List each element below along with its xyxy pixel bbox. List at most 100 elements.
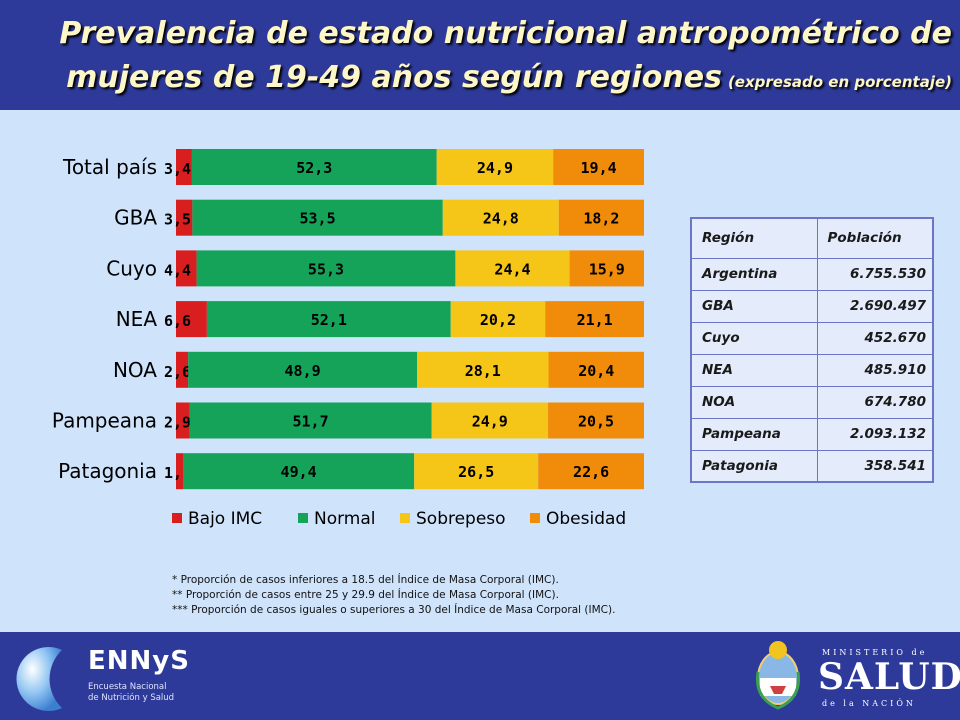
data-label: 3,5 — [164, 211, 191, 229]
data-label: 24,4 — [494, 260, 530, 278]
data-label: 52,1 — [311, 311, 347, 329]
table-cell-population: 485.910 — [816, 353, 934, 387]
title-line-1: Prevalencia de estado nutricional antrop… — [59, 16, 952, 51]
header-band — [0, 0, 960, 110]
legend-label: Normal — [314, 509, 376, 529]
bar-segment — [545, 301, 644, 338]
ministry-salud-text: SALUD — [818, 656, 960, 698]
data-label: 53,5 — [300, 210, 336, 228]
table-cell-population: 358.541 — [816, 449, 934, 483]
bar-segment — [442, 199, 559, 236]
data-label: 21,1 — [577, 311, 613, 329]
data-label: 55,3 — [308, 260, 344, 278]
data-label: 24,9 — [472, 413, 508, 431]
data-label: 28,1 — [465, 362, 501, 380]
table-header-row: Región Población — [690, 217, 934, 259]
bar-segment — [414, 453, 539, 490]
table-body: Argentina 6.755.530 GBA 2.690.497 Cuyo 452.67… — [690, 257, 934, 483]
category-label: NOA — [113, 358, 157, 382]
legend-label: Bajo IMC — [188, 509, 262, 529]
category-label: GBA — [114, 206, 157, 230]
bar-segment — [196, 250, 456, 287]
table-cell-region: Pampeana — [690, 417, 818, 451]
table-cell-population: 2.093.132 — [816, 417, 934, 451]
table-row: Patagonia 358.541 — [690, 449, 934, 483]
table-cell-population: 2.690.497 — [816, 289, 934, 323]
table-row: NOA 674.780 — [690, 385, 934, 419]
legend-swatch — [530, 513, 540, 523]
category-label: NEA — [116, 307, 158, 331]
data-label: 18,2 — [583, 210, 619, 228]
bar-segment — [188, 351, 418, 388]
category-label: Total país — [62, 155, 157, 179]
table-cell-region: Patagonia — [690, 449, 818, 483]
bar-segment — [206, 301, 451, 338]
data-label: 24,8 — [483, 210, 519, 228]
slide-title: Prevalencia de estado nutricional antrop… — [2, 12, 952, 104]
data-label: 22,6 — [573, 463, 609, 481]
bar-segment — [553, 149, 644, 185]
data-label: 49,4 — [281, 463, 317, 481]
footnotes: * Proporción de casos inferiores a 18.5 … — [172, 573, 792, 618]
footer-band — [0, 632, 960, 720]
table-cell-region: GBA — [690, 289, 818, 323]
table-cell-population: 452.670 — [816, 321, 934, 355]
bar-segment — [417, 351, 549, 388]
bar-segment — [538, 453, 644, 490]
ennys-logo-icon — [16, 647, 62, 711]
data-label: 20,4 — [578, 362, 614, 380]
bar-segment — [431, 402, 549, 439]
data-label: 2,6 — [164, 363, 191, 381]
argentina-seal-icon — [755, 641, 801, 710]
data-label: 24,9 — [477, 159, 513, 177]
legend-label: Obesidad — [546, 509, 626, 529]
ennys-title: ENNyS — [88, 646, 190, 676]
table-cell-region: Argentina — [690, 257, 818, 291]
title-line-2-text: mujeres de 19-49 años según regiones — [66, 60, 722, 95]
ministry-top-text: MINISTERIO de — [822, 648, 928, 657]
table-cell-region: NEA — [690, 353, 818, 387]
ennys-subtitle-line-1: Encuesta Nacional — [88, 682, 167, 692]
data-label: 3,4 — [164, 160, 191, 178]
data-label: 2,9 — [164, 414, 191, 432]
stacked-bar-chart: Total país 3,4 52,3 24,9 19,4 GBA 3,5 53,5 24,8 1… — [52, 149, 644, 529]
table-row: NEA 485.910 — [690, 353, 934, 387]
data-label: 51,7 — [292, 413, 328, 431]
bar-segment — [569, 250, 644, 287]
bar-segment — [176, 351, 189, 388]
ministry-bottom-text: de la NACIÓN — [822, 699, 916, 708]
data-label: 26,5 — [458, 463, 494, 481]
bar-segment — [548, 402, 644, 439]
bar-segment — [176, 149, 192, 185]
table-row: Argentina 6.755.530 — [690, 257, 934, 291]
data-label: 52,3 — [296, 159, 332, 177]
bar-segment — [183, 453, 415, 490]
legend-label: Sobrepeso — [416, 509, 506, 529]
ennys-subtitle-line-2: de Nutrición y Salud — [88, 693, 175, 703]
table-cell-region: Cuyo — [690, 321, 818, 355]
data-label: 20,2 — [480, 311, 516, 329]
legend-swatch — [172, 513, 182, 523]
table-row: Pampeana 2.093.132 — [690, 417, 934, 451]
category-label: Patagonia — [58, 459, 157, 483]
bar-segment — [176, 199, 193, 236]
title-suffix: (expresado en porcentaje) — [727, 73, 952, 91]
table-cell-population: 674.780 — [816, 385, 934, 419]
bar-segment — [189, 402, 432, 439]
data-label: 48,9 — [285, 362, 321, 380]
bar-segment — [455, 250, 570, 287]
bar-segment — [176, 250, 197, 287]
legend-swatch — [298, 513, 308, 523]
table-row: GBA 2.690.497 — [690, 289, 934, 323]
legend-swatch — [400, 513, 410, 523]
footnote-2: ** Proporción de casos entre 25 y 29.9 d… — [172, 589, 559, 601]
bar-segment — [176, 402, 190, 439]
bar-segment — [176, 453, 184, 490]
table-cell-region: NOA — [690, 385, 818, 419]
bar-segment — [558, 199, 644, 236]
bar-segment — [191, 149, 437, 185]
footnote-1: * Proporción de casos inferiores a 18.5 … — [172, 574, 559, 586]
bar-segment — [450, 301, 546, 338]
category-label: Cuyo — [106, 256, 157, 280]
data-label: 6,6 — [164, 312, 191, 330]
